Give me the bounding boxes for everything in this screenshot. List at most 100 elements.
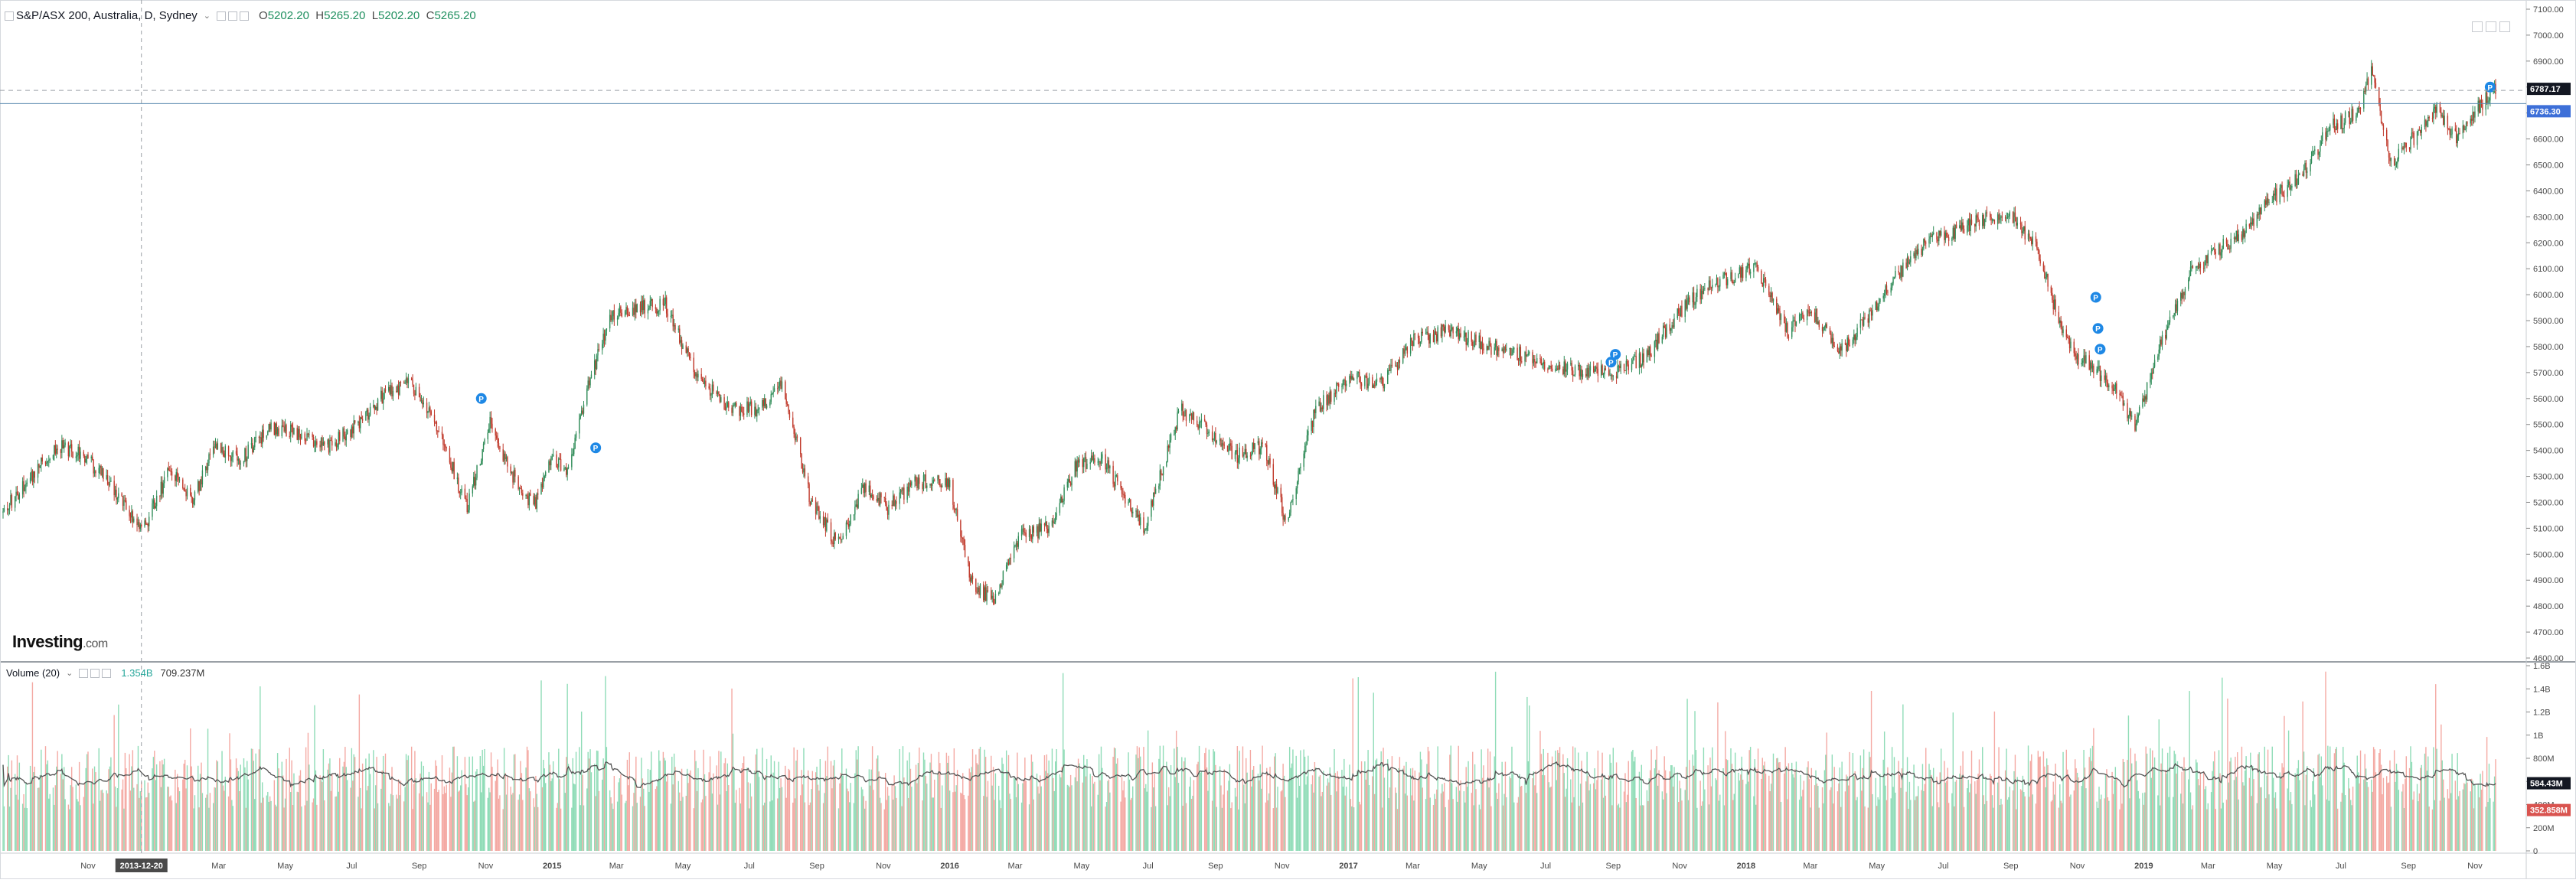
volume-bar xyxy=(1596,780,1597,851)
volume-bar xyxy=(1010,799,1011,851)
volume-bar xyxy=(1251,787,1252,851)
candle-body xyxy=(223,447,224,453)
volume-bar xyxy=(704,774,705,851)
candle-body xyxy=(146,524,147,525)
candle-body xyxy=(253,447,254,452)
volume-bar xyxy=(1022,784,1023,851)
candle-body xyxy=(1483,348,1484,350)
volume-bar xyxy=(1410,768,1411,851)
candle-body xyxy=(2412,132,2413,133)
candle-body xyxy=(2371,67,2372,85)
volume-bar xyxy=(2272,747,2273,851)
volume-bar xyxy=(870,770,871,851)
candle-body xyxy=(702,379,703,381)
candle-body xyxy=(2157,357,2158,360)
candle-body xyxy=(1482,342,1483,348)
volume-bar xyxy=(2154,758,2155,851)
candle-body xyxy=(1121,488,1122,494)
candle-body xyxy=(2190,267,2191,276)
candle-body xyxy=(1214,433,1215,438)
volume-bar xyxy=(1055,761,1056,851)
candle-body xyxy=(1909,262,1910,264)
volume-bar xyxy=(586,788,587,851)
candle-body xyxy=(17,492,18,495)
candle-body xyxy=(291,425,292,427)
volume-bar xyxy=(1711,787,1712,851)
volume-bar xyxy=(2088,757,2089,851)
volume-bar xyxy=(380,789,381,851)
volume-bar xyxy=(1634,757,1635,851)
candle-body xyxy=(1603,374,1604,375)
candle-body xyxy=(746,402,747,415)
volume-bar xyxy=(1059,774,1060,851)
volume-bar xyxy=(115,787,116,851)
candle-body xyxy=(2482,104,2483,109)
candle-body xyxy=(519,488,520,489)
candle-body xyxy=(1641,365,1642,367)
volume-bar xyxy=(558,749,559,851)
candle-body xyxy=(1230,443,1231,445)
volume-bar xyxy=(1032,762,1033,851)
candle-body xyxy=(1665,327,1666,337)
volume-bar xyxy=(1703,748,1704,851)
volume-bar xyxy=(458,792,459,851)
volume-bar xyxy=(2116,778,2117,851)
candle-body xyxy=(1526,355,1527,357)
volume-bar xyxy=(1542,775,1543,851)
candle-body xyxy=(2335,129,2336,130)
candle-body xyxy=(1848,337,1849,345)
volume-bar xyxy=(1106,802,1107,851)
volume-bar xyxy=(202,793,203,851)
candle-body xyxy=(1946,233,1947,236)
candle-body xyxy=(2017,223,2018,226)
volume-bar xyxy=(1346,787,1347,851)
candle-body xyxy=(991,596,992,599)
volume-bar xyxy=(144,780,145,851)
candle-body xyxy=(697,374,698,378)
candle-body xyxy=(130,516,131,517)
candle-body xyxy=(1994,220,1995,224)
volume-bar xyxy=(1120,802,1121,851)
volume-bar xyxy=(612,809,613,851)
volume-bar xyxy=(650,770,651,851)
volume-bar xyxy=(1909,782,1910,851)
candle-body xyxy=(1459,333,1460,339)
candle-body xyxy=(99,468,100,473)
volume-bar xyxy=(885,773,886,851)
candle-body xyxy=(1520,347,1521,361)
candle-body xyxy=(1252,443,1253,454)
candle-body xyxy=(1389,370,1390,371)
candle-body xyxy=(602,334,603,344)
volume-bar xyxy=(2432,810,2433,851)
candle-body xyxy=(960,520,961,536)
candle-body xyxy=(76,457,77,458)
candle-body xyxy=(825,517,826,531)
candle-body xyxy=(720,397,721,402)
volume-bar xyxy=(1679,780,1680,851)
candle-body xyxy=(362,419,363,421)
candle-body xyxy=(1745,270,1746,279)
volume-bar xyxy=(2440,800,2441,851)
volume-bar xyxy=(1770,791,1771,851)
volume-bar xyxy=(1192,796,1193,851)
volume-bar xyxy=(390,794,391,851)
volume-bar xyxy=(581,712,582,851)
volume-bar xyxy=(1483,765,1484,851)
candle-body xyxy=(1059,503,1060,513)
volume-bar xyxy=(1863,749,1864,851)
candle-body xyxy=(262,430,263,444)
candle-body xyxy=(391,386,392,396)
candle-body xyxy=(594,360,595,375)
candle-body xyxy=(1093,458,1094,460)
candle-body xyxy=(1388,370,1389,371)
volume-bar xyxy=(328,764,329,851)
volume-bar xyxy=(972,749,973,851)
volume-bar xyxy=(2433,747,2434,851)
volume-bar xyxy=(1968,780,1969,851)
candle-body xyxy=(239,459,240,464)
candle-body xyxy=(815,500,816,513)
volume-bar xyxy=(319,775,320,851)
volume-bar xyxy=(285,799,286,851)
